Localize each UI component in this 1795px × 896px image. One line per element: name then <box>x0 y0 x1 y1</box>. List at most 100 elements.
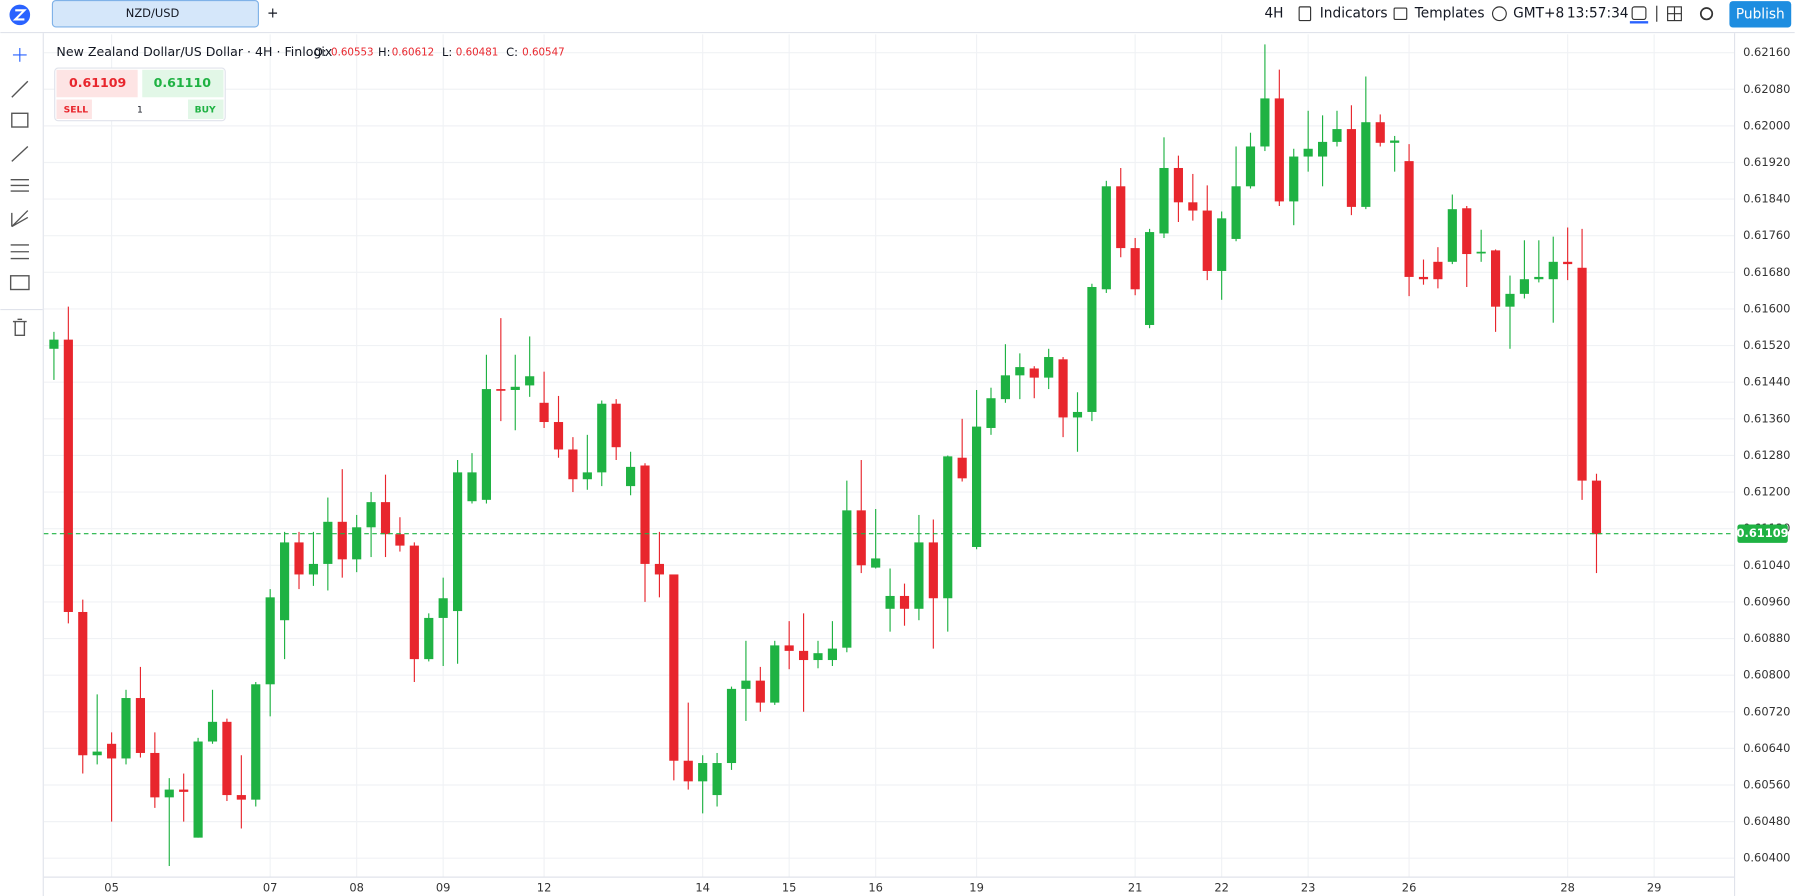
y-tick-label: 0.61680 <box>1743 265 1790 279</box>
candle-body <box>626 466 636 487</box>
candle-body <box>352 527 362 560</box>
candle-body <box>1274 98 1284 202</box>
candle-body <box>121 698 131 759</box>
fib-tool[interactable] <box>10 178 29 192</box>
candle-body <box>236 795 246 800</box>
y-tick-label: 0.61600 <box>1743 301 1790 315</box>
y-tick-label: 0.60880 <box>1743 631 1790 645</box>
candle-body <box>842 510 852 648</box>
last-price-box <box>1737 524 1788 543</box>
candle-body <box>1462 208 1472 255</box>
candle-body <box>1015 367 1025 376</box>
candle-body <box>1418 276 1429 280</box>
last-price-label: 0.61109 <box>1737 526 1789 540</box>
candle-body <box>1202 210 1212 271</box>
indicators-button[interactable]: Indicators <box>1320 6 1388 22</box>
timezone-button[interactable]: GMT+8 <box>1513 6 1564 22</box>
sell-cell[interactable] <box>56 69 138 98</box>
x-tick-label: 15 <box>782 880 797 894</box>
candle-body <box>871 558 881 568</box>
candle-body <box>294 542 304 575</box>
y-tick-label: 0.61920 <box>1743 155 1790 169</box>
h-value: 0.60612 <box>392 47 435 59</box>
candle-body <box>813 653 823 661</box>
candle-body <box>453 472 463 612</box>
candle-body <box>1303 148 1313 157</box>
globe-icon <box>1491 6 1507 22</box>
rect-tool[interactable] <box>11 112 29 128</box>
candle-body <box>222 721 232 796</box>
candle-body <box>1260 98 1270 147</box>
sell-button[interactable] <box>56 99 92 120</box>
candle-body <box>179 789 189 792</box>
candle-body <box>553 422 564 450</box>
candle-body <box>467 472 477 502</box>
ray-tool[interactable] <box>11 145 29 162</box>
buy-button[interactable] <box>188 99 224 120</box>
publish-button[interactable] <box>1729 1 1792 28</box>
o-value: 0.60553 <box>331 47 374 59</box>
x-tick-label: 28 <box>1560 880 1575 894</box>
candle-body <box>1332 129 1342 142</box>
buy-cell[interactable] <box>142 69 224 98</box>
candle-body <box>770 645 780 703</box>
candle-body <box>1390 140 1400 143</box>
candle-body <box>856 510 866 566</box>
candle-body <box>1577 267 1587 481</box>
candle-body <box>395 534 405 546</box>
candle-body <box>380 502 391 535</box>
x-tick-label: 05 <box>104 880 119 894</box>
publish-label: Publish <box>1736 6 1785 22</box>
y-tick-label: 0.61520 <box>1743 338 1790 352</box>
fan-tool[interactable] <box>11 210 29 228</box>
x-tick-label: 19 <box>969 880 984 894</box>
candle-body <box>1375 122 1385 143</box>
delete-tool[interactable] <box>12 318 27 336</box>
templates-button[interactable]: Templates <box>1414 6 1485 22</box>
candle-body <box>1101 186 1111 290</box>
channel-tool[interactable] <box>10 244 29 260</box>
candle-body <box>712 763 722 796</box>
candle-body <box>525 376 535 386</box>
candle-body <box>784 645 794 651</box>
candle-body <box>409 545 419 660</box>
add-tab[interactable]: + <box>267 6 279 22</box>
candle-body <box>1361 122 1371 207</box>
crosshair-tool[interactable] <box>12 48 27 62</box>
candle-body <box>928 542 938 599</box>
x-tick-label: 29 <box>1647 880 1662 894</box>
y-tick-label: 0.61760 <box>1743 228 1790 242</box>
candle-body <box>611 403 621 448</box>
candle-body <box>265 597 275 685</box>
trade-widget: 0.61109 0.61110 SELL 1 BUY <box>54 67 226 122</box>
candle-body <box>568 449 578 480</box>
candle-body <box>1231 186 1241 239</box>
candle-body <box>654 563 664 575</box>
settings-icon[interactable] <box>1699 7 1714 21</box>
candle-body <box>597 403 607 473</box>
candle-body <box>1130 248 1140 290</box>
line-tool[interactable] <box>11 80 29 98</box>
candle-body <box>1217 218 1227 271</box>
h-label: H: <box>378 45 390 59</box>
candle-body <box>914 542 924 609</box>
y-tick-label: 0.61280 <box>1743 448 1790 462</box>
candle-body <box>323 521 333 564</box>
candle-body <box>308 563 319 575</box>
candle-body <box>1490 250 1501 307</box>
symbol-tab[interactable] <box>51 0 259 28</box>
candle-body <box>337 521 347 560</box>
interval-button[interactable]: 4H <box>1264 6 1283 22</box>
candle-body <box>1044 357 1054 378</box>
candle-body <box>92 751 102 756</box>
candle-body <box>582 472 592 480</box>
snapshot-icon[interactable] <box>1631 6 1647 21</box>
y-tick-label: 0.60720 <box>1743 704 1790 718</box>
text-tool[interactable] <box>9 275 30 291</box>
candle-body <box>698 763 708 782</box>
candle-body <box>669 574 679 761</box>
candle-body <box>1548 261 1558 280</box>
quantity[interactable]: 1 <box>137 105 143 115</box>
candle-body <box>1188 202 1198 211</box>
